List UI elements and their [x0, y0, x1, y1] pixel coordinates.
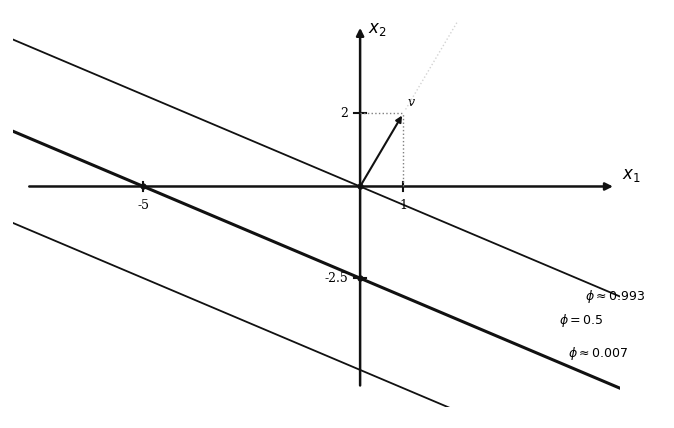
Text: $x_1$: $x_1$	[622, 166, 641, 184]
Text: v: v	[408, 96, 415, 110]
Text: $\phi \approx 0.007$: $\phi \approx 0.007$	[568, 345, 628, 362]
Text: -2.5: -2.5	[324, 272, 348, 285]
Text: -5: -5	[137, 199, 150, 212]
Text: $x_2$: $x_2$	[368, 21, 386, 39]
Text: 2: 2	[340, 107, 348, 119]
Text: $\phi \approx 0.993$: $\phi \approx 0.993$	[586, 288, 646, 305]
Text: $\phi = 0.5$: $\phi = 0.5$	[559, 312, 604, 329]
Text: 1: 1	[400, 199, 408, 212]
